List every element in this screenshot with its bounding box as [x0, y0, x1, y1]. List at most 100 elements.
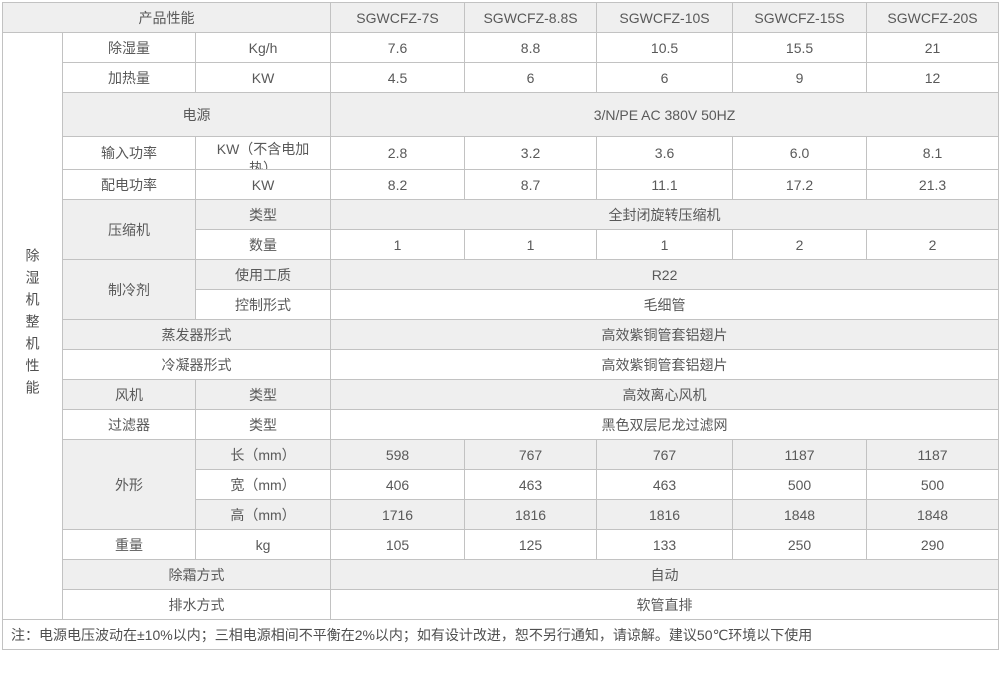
- spec-unit-distribution-power: KW: [194, 169, 332, 200]
- spec-label-compressor: 压缩机: [62, 199, 196, 260]
- model-header-5: SGWCFZ-20S: [866, 2, 1000, 33]
- table-row: 除湿机整机性能 除湿量 Kg/h 7.6 8.8 10.5 15.5 21: [2, 32, 1000, 620]
- spec-sublabel-compressor-type: 类型: [194, 199, 332, 230]
- spec-value-cell: 1716: [330, 499, 466, 530]
- spec-span-value-evaporator: 高效紫铜管套铝翅片: [330, 319, 1000, 350]
- spec-value-cell: 1848: [866, 499, 1000, 530]
- model-header-3: SGWCFZ-10S: [596, 2, 734, 33]
- table-row: 重量 kg 105 125 133 250 290: [3, 529, 1000, 560]
- table-row: 过滤器 类型 黑色双层尼龙过滤网: [3, 409, 1000, 440]
- spec-sublabel-height: 高（mm）: [194, 499, 332, 530]
- spec-value-cell: 105: [330, 529, 466, 560]
- spec-span-value-refrigerant-control: 毛细管: [330, 289, 1000, 320]
- spec-value-cell: 1816: [596, 499, 734, 530]
- table-title: 产品性能: [1, 2, 332, 33]
- spec-value-cell: 6: [464, 62, 598, 93]
- spec-label-power-supply: 电源: [61, 92, 332, 137]
- table-row: 外形 长（mm） 598 767 767 1187 1187: [3, 439, 1000, 530]
- spec-value-cell: 250: [732, 529, 868, 560]
- spec-value-cell: 3.2: [464, 136, 598, 170]
- spec-sublabel-compressor-qty: 数量: [194, 229, 332, 260]
- header-row: 产品性能 SGWCFZ-7S SGWCFZ-8.8S SGWCFZ-10S SG…: [1, 2, 1000, 33]
- spec-value-cell: 6: [596, 62, 734, 93]
- spec-value-cell: 1187: [866, 439, 1000, 470]
- table-row: 输入功率 KW（不含电加热） 2.8 3.2 3.6 6.0 8.1: [3, 136, 1000, 170]
- spec-value-cell: 10.5: [596, 32, 734, 63]
- table-row: 冷凝器形式 高效紫铜管套铝翅片: [3, 349, 1000, 380]
- table-row: 制冷剂 使用工质 R22: [3, 259, 1000, 320]
- spec-value-cell: 3.6: [596, 136, 734, 170]
- footnote-text: 注：电源电压波动在±10%以内；三相电源相间不平衡在2%以内；如有设计改进，恕不…: [1, 619, 1000, 650]
- spec-label-distribution-power: 配电功率: [62, 169, 196, 200]
- spec-sublabel-width: 宽（mm）: [194, 469, 332, 500]
- spec-value-cell: 1816: [464, 499, 598, 530]
- spec-value-cell: 767: [464, 439, 598, 470]
- spec-label-evaporator: 蒸发器形式: [61, 319, 332, 350]
- spec-unit-input-power: KW（不含电加热）: [194, 136, 332, 170]
- table-row: 蒸发器形式 高效紫铜管套铝翅片: [3, 319, 1000, 350]
- spec-label-fan: 风机: [62, 379, 196, 410]
- spec-value-cell: 2: [866, 229, 1000, 260]
- table-row: 配电功率 KW 8.2 8.7 11.1 17.2 21.3: [3, 169, 1000, 200]
- spec-value-cell: 125: [464, 529, 598, 560]
- table-row: 排水方式 软管直排: [3, 589, 1000, 620]
- spec-value-cell: 8.2: [330, 169, 466, 200]
- spec-value-cell: 17.2: [732, 169, 868, 200]
- product-spec-table: 产品性能 SGWCFZ-7S SGWCFZ-8.8S SGWCFZ-10S SG…: [1, 2, 1000, 650]
- spec-value-cell: 11.1: [596, 169, 734, 200]
- table-row: 宽（mm） 406 463 463 500 500: [3, 469, 1000, 500]
- model-header-1: SGWCFZ-7S: [330, 2, 466, 33]
- table-row: 加热量 KW 4.5 6 6 9 12: [3, 62, 1000, 93]
- spec-value-cell: 12: [866, 62, 1000, 93]
- spec-value-cell: 1: [596, 229, 734, 260]
- spec-unit-heating: KW: [194, 62, 332, 93]
- spec-label-condenser: 冷凝器形式: [61, 349, 332, 380]
- spec-span-value-compressor-type: 全封闭旋转压缩机: [330, 199, 1000, 230]
- spec-value-cell: 8.1: [866, 136, 1000, 170]
- spec-value-cell: 2: [732, 229, 868, 260]
- spec-sublabel-length: 长（mm）: [194, 439, 332, 470]
- spec-sublabel-refrigerant-medium: 使用工质: [194, 259, 332, 290]
- spec-span-value-drainage: 软管直排: [330, 589, 1000, 620]
- spec-value-cell: 2.8: [330, 136, 466, 170]
- spec-label-filter: 过滤器: [62, 409, 196, 440]
- spec-value-cell: 7.6: [330, 32, 466, 63]
- spec-value-cell: 9: [732, 62, 868, 93]
- spec-span-value-fan: 高效离心风机: [330, 379, 1000, 410]
- side-category-label: 除湿机整机性能: [2, 32, 63, 620]
- spec-value-cell: 1187: [732, 439, 868, 470]
- spec-span-value-refrigerant-medium: R22: [330, 259, 1000, 290]
- spec-span-value-condenser: 高效紫铜管套铝翅片: [330, 349, 1000, 380]
- spec-value-cell: 463: [464, 469, 598, 500]
- spec-value-cell: 500: [866, 469, 1000, 500]
- spec-value-cell: 406: [330, 469, 466, 500]
- table-row: 风机 类型 高效离心风机: [3, 379, 1000, 410]
- spec-value-cell: 290: [866, 529, 1000, 560]
- spec-value-cell: 6.0: [732, 136, 868, 170]
- spec-value-cell: 8.7: [464, 169, 598, 200]
- spec-label-drainage: 排水方式: [61, 589, 332, 620]
- spec-value-cell: 21: [866, 32, 1000, 63]
- spec-span-value-filter: 黑色双层尼龙过滤网: [330, 409, 1000, 440]
- spec-value-cell: 598: [330, 439, 466, 470]
- spec-value-cell: 21.3: [866, 169, 1000, 200]
- spec-value-cell: 463: [596, 469, 734, 500]
- spec-label-heating: 加热量: [62, 62, 196, 93]
- spec-sublabel-fan-type: 类型: [194, 379, 332, 410]
- spec-span-value-power-supply: 3/N/PE AC 380V 50HZ: [330, 92, 1000, 137]
- spec-value-cell: 15.5: [732, 32, 868, 63]
- spec-span-value-defrost: 自动: [330, 559, 1000, 590]
- spec-value-cell: 1: [330, 229, 466, 260]
- table-row: 电源 3/N/PE AC 380V 50HZ: [3, 92, 1000, 137]
- spec-unit-weight: kg: [194, 529, 332, 560]
- spec-label-dimensions: 外形: [62, 439, 196, 530]
- spec-unit-dehumidify: Kg/h: [194, 32, 332, 63]
- table-row: 数量 1 1 1 2 2: [3, 229, 1000, 260]
- model-header-4: SGWCFZ-15S: [732, 2, 868, 33]
- spec-sublabel-filter-type: 类型: [194, 409, 332, 440]
- spec-label-defrost: 除霜方式: [61, 559, 332, 590]
- spec-value-cell: 1: [464, 229, 598, 260]
- model-header-2: SGWCFZ-8.8S: [464, 2, 598, 33]
- table-row: 除霜方式 自动: [3, 559, 1000, 590]
- spec-value-cell: 1848: [732, 499, 868, 530]
